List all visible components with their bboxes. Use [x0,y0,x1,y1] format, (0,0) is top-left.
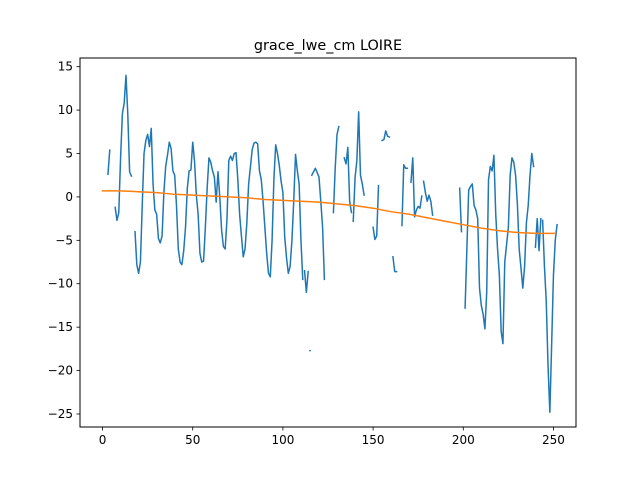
series-line-segment [381,130,391,142]
series-line-segment [114,74,133,222]
series-line-segment [541,219,558,413]
plot-frame [79,57,577,428]
series-line-segment [410,157,423,218]
series-line-segment [422,180,434,216]
y-tick-label: −15 [48,320,73,334]
series-line-segment [310,167,326,281]
series-line-segment [392,255,398,273]
y-tick-label: 10 [58,103,73,117]
series-line-segment [534,217,542,252]
series-line-segment [101,190,557,235]
x-tick-label: 250 [542,433,565,447]
series-line-segment [352,111,365,223]
series-line-segment [134,127,304,281]
x-tick-label: 50 [185,433,200,447]
x-tick-label: 200 [452,433,475,447]
series-line-segment [332,125,340,214]
y-tick-label: 0 [65,190,73,204]
y-tick-label: 5 [65,147,73,161]
y-tick-label: −25 [48,407,73,421]
x-tick-label: 100 [271,433,294,447]
y-tick-label: −10 [48,277,73,291]
y-tick-label: −5 [55,233,73,247]
chart-title: grace_lwe_cm LOIRE [254,38,402,54]
series-line-segment [464,152,535,345]
x-tick-label: 150 [362,433,385,447]
y-tick-label: −20 [48,364,73,378]
series-line-segment [303,269,309,294]
series-line-segment [107,149,111,176]
x-tick-label: 0 [99,433,107,447]
plot-series [101,74,558,413]
series-2 [101,190,557,235]
series-point [309,349,311,352]
series-1 [107,74,558,413]
y-tick-label: 15 [58,60,73,74]
series-line-segment [372,184,380,241]
axis-ticks: 0 50 100 150 200 250 −25 −20 −15 −10 −5 0 5 10 15 [48,60,565,447]
series-line-segment [401,164,409,227]
